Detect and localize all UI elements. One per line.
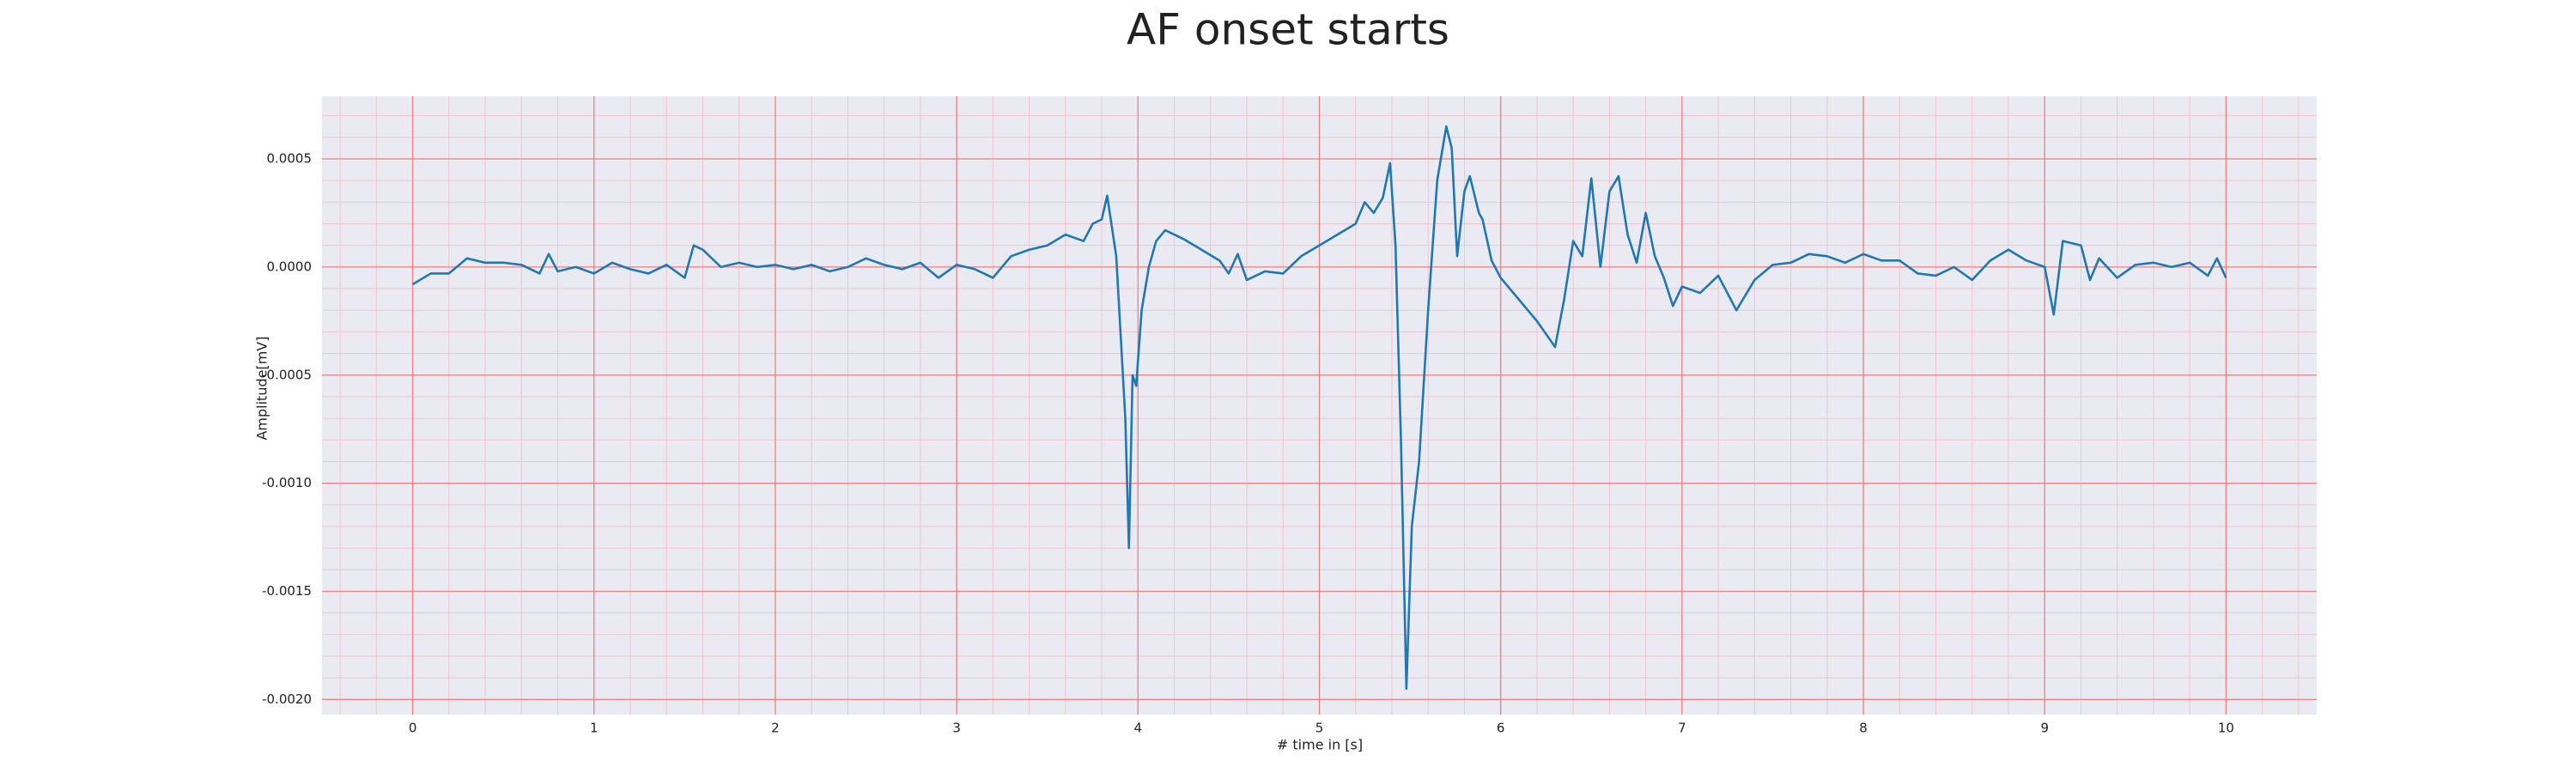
y-tick-label: -0.0020 bbox=[262, 691, 312, 707]
y-tick-label: -0.0015 bbox=[262, 583, 312, 599]
x-tick-label: 0 bbox=[409, 721, 417, 736]
x-tick-label: 4 bbox=[1134, 721, 1143, 736]
x-tick-label: 10 bbox=[2218, 721, 2234, 736]
y-tick-label: 0.0005 bbox=[267, 151, 313, 167]
x-tick-label: 6 bbox=[1497, 721, 1505, 736]
x-tick-label: 8 bbox=[1859, 721, 1868, 736]
chart-title: AF onset starts bbox=[1127, 5, 1449, 55]
x-tick-label: 2 bbox=[771, 721, 780, 736]
x-tick-label: 3 bbox=[952, 721, 961, 736]
signal-line bbox=[411, 125, 2227, 691]
x-tick-label: 1 bbox=[590, 721, 598, 736]
x-axis-label: # time in [s] bbox=[1277, 737, 1363, 753]
y-tick-label: 0.0000 bbox=[267, 259, 313, 274]
x-tick-label: 5 bbox=[1315, 721, 1324, 736]
y-tick-label: -0.0010 bbox=[262, 475, 312, 490]
y-axis-label: Amplitude[mV] bbox=[254, 336, 270, 440]
x-tick-label: 7 bbox=[1678, 721, 1686, 736]
x-tick-label: 9 bbox=[2040, 721, 2049, 736]
y-tick-label: -0.0005 bbox=[262, 367, 312, 382]
